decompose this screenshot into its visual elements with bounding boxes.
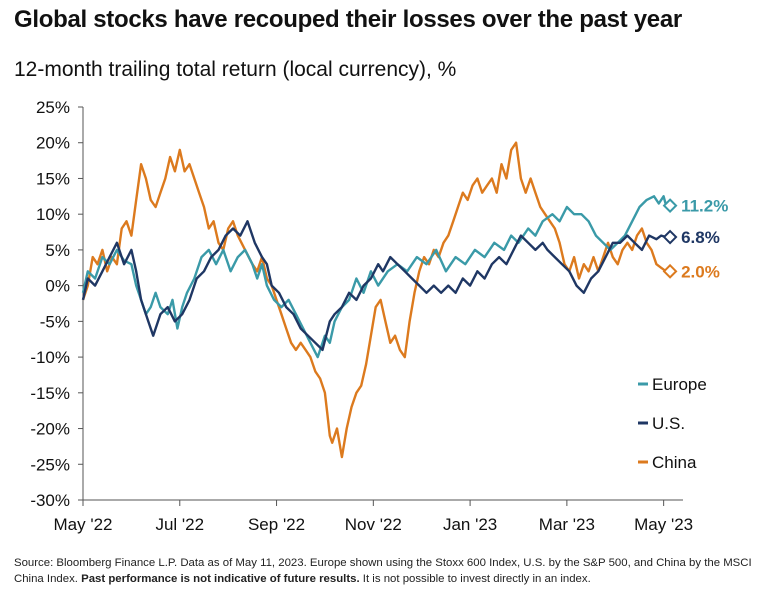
x-tick-label: Jan '23 bbox=[443, 515, 497, 534]
y-tick-label: -10% bbox=[30, 348, 70, 367]
x-tick-label: May '22 bbox=[54, 515, 113, 534]
x-tick-label: May '23 bbox=[634, 515, 693, 534]
x-tick-label: Sep '22 bbox=[248, 515, 305, 534]
end-label-china: 2.0% bbox=[681, 262, 720, 281]
chart-subtitle: 12-month trailing total return (local cu… bbox=[14, 58, 457, 81]
x-tick-label: Mar '23 bbox=[539, 515, 595, 534]
y-tick-label: 15% bbox=[36, 169, 70, 188]
end-label-europe: 11.2% bbox=[681, 197, 728, 216]
y-tick-label: 25% bbox=[36, 98, 70, 117]
y-tick-label: 0% bbox=[45, 277, 70, 296]
end-label-us: 6.8% bbox=[681, 228, 720, 247]
end-marker-us bbox=[662, 229, 678, 245]
footnote-source: Source: Bloomberg Finance L.P. Data as o… bbox=[14, 557, 752, 585]
x-tick-label: Nov '22 bbox=[345, 515, 402, 534]
footnote-note: It is not possible to invest directly in… bbox=[359, 573, 591, 585]
chart-title: Global stocks have recouped their losses… bbox=[14, 6, 682, 33]
end-marker-europe bbox=[662, 198, 678, 214]
footnote-disclaimer: Past performance is not indicative of fu… bbox=[81, 573, 360, 585]
legend-label-us: U.S. bbox=[652, 414, 685, 433]
legend-label-china: China bbox=[652, 453, 697, 472]
y-tick-label: -30% bbox=[30, 491, 70, 510]
y-tick-label: -5% bbox=[40, 312, 70, 331]
legend-label-europe: Europe bbox=[652, 375, 707, 394]
series-line-us bbox=[81, 220, 667, 352]
y-tick-label: -15% bbox=[30, 384, 70, 403]
y-tick-label: 10% bbox=[36, 205, 70, 224]
y-tick-label: 20% bbox=[36, 134, 70, 153]
series-line-china bbox=[81, 141, 667, 459]
end-marker-china bbox=[662, 263, 678, 279]
footnote: Source: Bloomberg Finance L.P. Data as o… bbox=[14, 555, 758, 587]
y-tick-label: -20% bbox=[30, 420, 70, 439]
x-tick-label: Jul '22 bbox=[155, 515, 204, 534]
y-tick-label: -25% bbox=[30, 455, 70, 474]
y-tick-label: 5% bbox=[45, 241, 70, 260]
